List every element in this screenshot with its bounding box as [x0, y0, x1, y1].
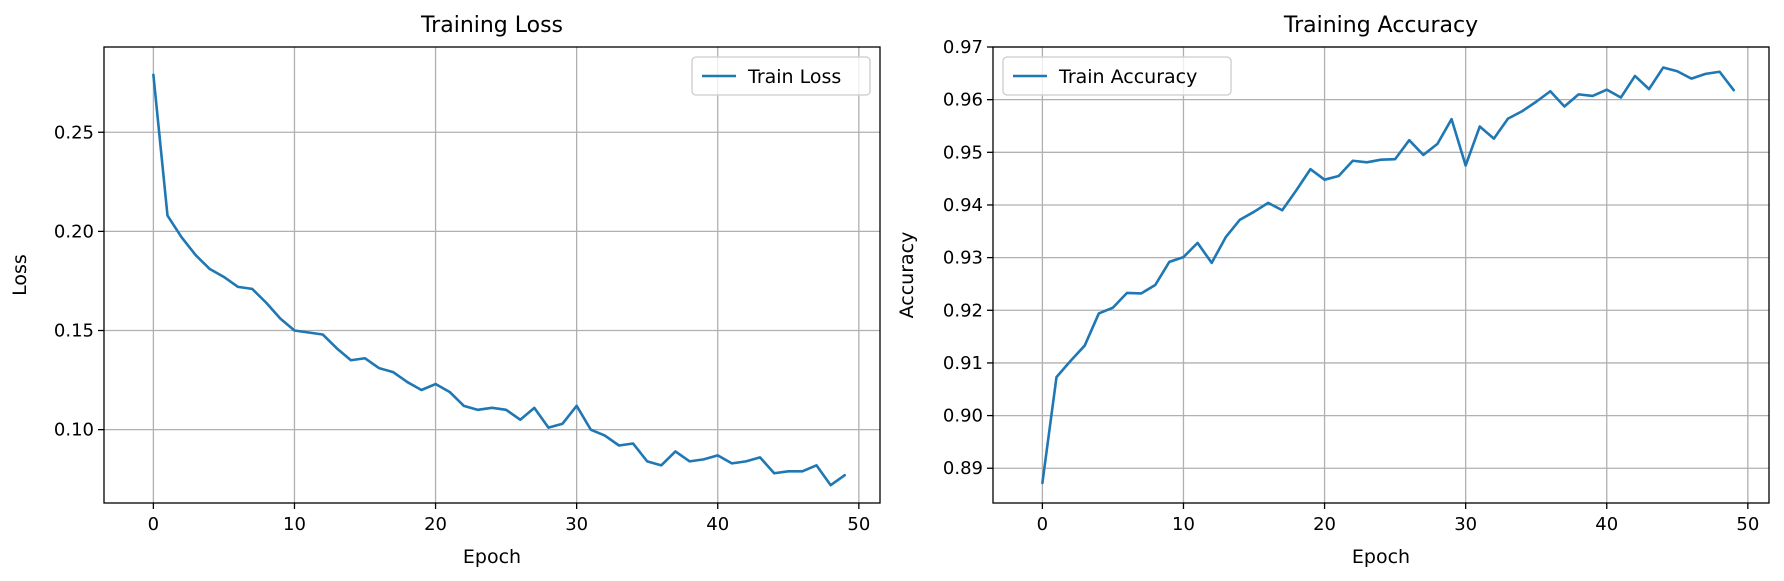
y-axis-label: Accuracy [896, 232, 918, 319]
x-tick-label: 40 [706, 514, 729, 535]
x-tick-label: 30 [1454, 514, 1477, 535]
y-tick-label: 0.93 [943, 248, 983, 269]
x-tick-label: 0 [148, 514, 159, 535]
x-tick-label: 20 [424, 514, 447, 535]
plot-frame [992, 46, 1770, 504]
x-axis-label: Epoch [1352, 546, 1410, 568]
series-line-accuracy [1041, 66, 1736, 485]
legend: Train Loss [691, 56, 871, 96]
chart-title: Training Accuracy [1283, 13, 1478, 38]
chart-loss: 0 10 20 30 40 50 0.10 0.15 0.20 0.25 Training Loss… [9, 13, 881, 568]
plot-frame [103, 46, 881, 504]
y-tick-label: 0.95 [943, 142, 983, 163]
series-line-loss [152, 73, 847, 487]
y-tick-label: 0.97 [943, 37, 983, 58]
x-tick-label: 10 [283, 514, 306, 535]
y-tick-label: 0.94 [943, 195, 983, 216]
y-tick-label: 0.96 [943, 90, 983, 111]
x-tick-label: 40 [1595, 514, 1618, 535]
y-tick-label: 0.20 [54, 221, 94, 242]
x-tick-label: 30 [565, 514, 588, 535]
y-tick-label: 0.89 [943, 458, 983, 479]
legend-box [1002, 56, 1232, 96]
legend-label: Train Loss [747, 66, 841, 88]
legend-label: Train Accuracy [1058, 66, 1197, 88]
y-tick-label: 0.92 [943, 300, 983, 321]
y-axis-label: Loss [9, 254, 31, 296]
y-tick-label: 0.15 [54, 321, 94, 342]
chart-title: Training Loss [420, 13, 563, 38]
x-axis-label: Epoch [463, 546, 521, 568]
y-tick-label: 0.91 [943, 353, 983, 374]
x-tick-label: 50 [847, 514, 870, 535]
y-tick-label: 0.10 [54, 420, 94, 441]
y-tick-label: 0.90 [943, 406, 983, 427]
x-tick-label: 10 [1172, 514, 1195, 535]
x-tick-label: 20 [1313, 514, 1336, 535]
chart-accuracy: 0 10 20 30 40 50 0.89 0.90 0.91 0.92 0.93 0.94 0.95 0… [896, 13, 1770, 568]
y-tick-label: 0.25 [54, 122, 94, 143]
legend: Train Accuracy [1002, 56, 1232, 96]
x-tick-label: 50 [1736, 514, 1759, 535]
legend-box [691, 56, 871, 96]
x-tick-label: 0 [1037, 514, 1048, 535]
